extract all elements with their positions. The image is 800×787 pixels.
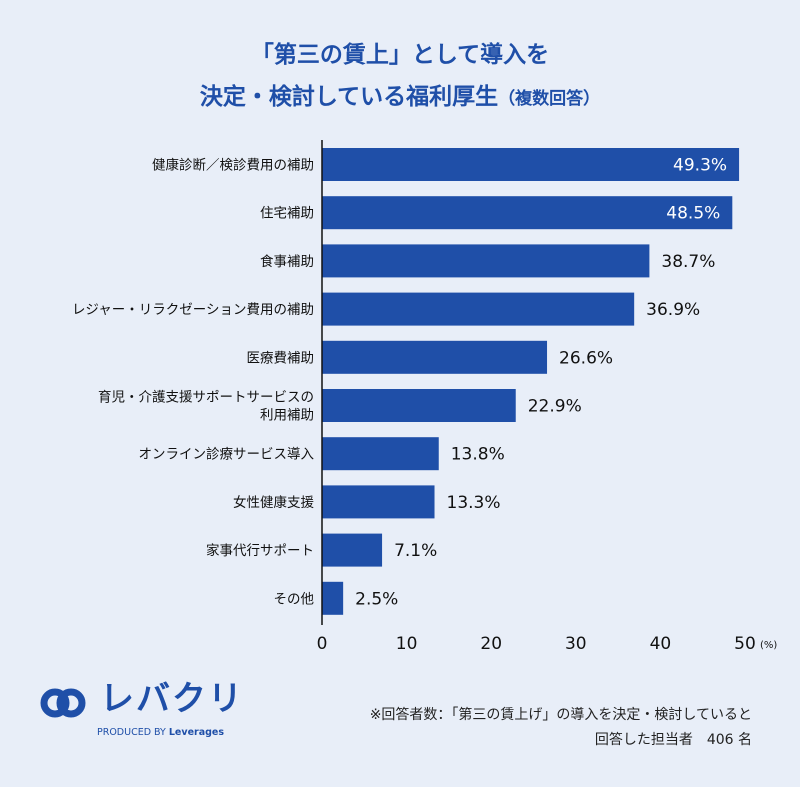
bar-value-label-1: 48.5% [666, 204, 720, 224]
bar-value-label-3: 36.9% [646, 300, 700, 320]
x-tick-label-4: 40 [650, 634, 672, 654]
bar-value-label-8: 7.1% [394, 541, 437, 561]
bar-7 [322, 485, 435, 519]
bar-2 [322, 244, 650, 278]
category-label-1: 住宅補助 [260, 206, 314, 222]
category-label-9: その他 [274, 591, 315, 607]
bar-6 [322, 437, 439, 471]
category-label-5-line1: 利用補助 [260, 408, 314, 424]
bar-5 [322, 389, 516, 422]
x-tick-label-5: 50 [734, 634, 756, 654]
bar-0 [322, 148, 740, 181]
chart-title-line2: 決定・検討している福利厚生（複数回答） [0, 86, 800, 109]
bar-chart: 49.3% 健康診断／検診費用の補助 48.5% 住宅補助 38.7% 食事補助 36.9%… [72, 140, 777, 654]
logo-mark-icon [40, 688, 86, 718]
bar-value-label-7: 13.3% [447, 493, 501, 513]
bar-3 [322, 292, 635, 326]
footnote-line2: 回答した担当者 406 名 [594, 732, 752, 748]
category-label-0: 健康診断／検診費用の補助 [152, 157, 314, 174]
bar-1 [322, 196, 733, 230]
category-label-4: 医療費補助 [247, 349, 315, 366]
footnote-line1: ※回答者数：「第三の賃上げ」の導入を決定・検討していると [369, 707, 752, 723]
bar-9 [322, 581, 344, 615]
chart-title-note: （複数回答） [498, 89, 601, 109]
bar-8 [322, 533, 383, 567]
bar-value-label-4: 26.6% [559, 348, 613, 368]
category-label-5-line0: 育児・介護支援サポートサービスの [98, 390, 314, 406]
bar-value-label-9: 2.5% [355, 589, 398, 609]
x-axis-unit: (%) [760, 640, 777, 651]
bar-4 [322, 340, 548, 374]
x-tick-label-2: 20 [480, 634, 502, 654]
x-tick-label-1: 10 [396, 634, 418, 654]
bar-value-label-6: 13.8% [451, 445, 505, 465]
logo-sub-brand: Leverages [168, 727, 225, 738]
chart-title-line2-main: 決定・検討している福利厚生 [199, 84, 499, 110]
category-label-6: オンライン診療サービス導入 [139, 446, 315, 463]
chart-title-line1: 「第三の賃上」として導入を [250, 42, 550, 68]
logo-wordmark: レバクリ [100, 679, 244, 719]
category-label-7: 女性健康支援 [233, 494, 314, 511]
logo-sub-prefix: PRODUCED BY [97, 727, 169, 738]
bar-value-label-2: 38.7% [661, 252, 715, 272]
x-tick-label-3: 30 [565, 634, 587, 654]
category-label-2: 食事補助 [260, 253, 314, 270]
logo-produced-by: PRODUCED BY Leverages [97, 728, 224, 738]
bar-value-label-5: 22.9% [528, 397, 582, 417]
category-label-8: 家事代行サポート [206, 542, 314, 559]
x-tick-label-0: 0 [317, 634, 328, 654]
bar-value-label-0: 49.3% [673, 156, 727, 176]
category-label-3: レジャー・リラクゼーション費用の補助 [72, 302, 314, 318]
